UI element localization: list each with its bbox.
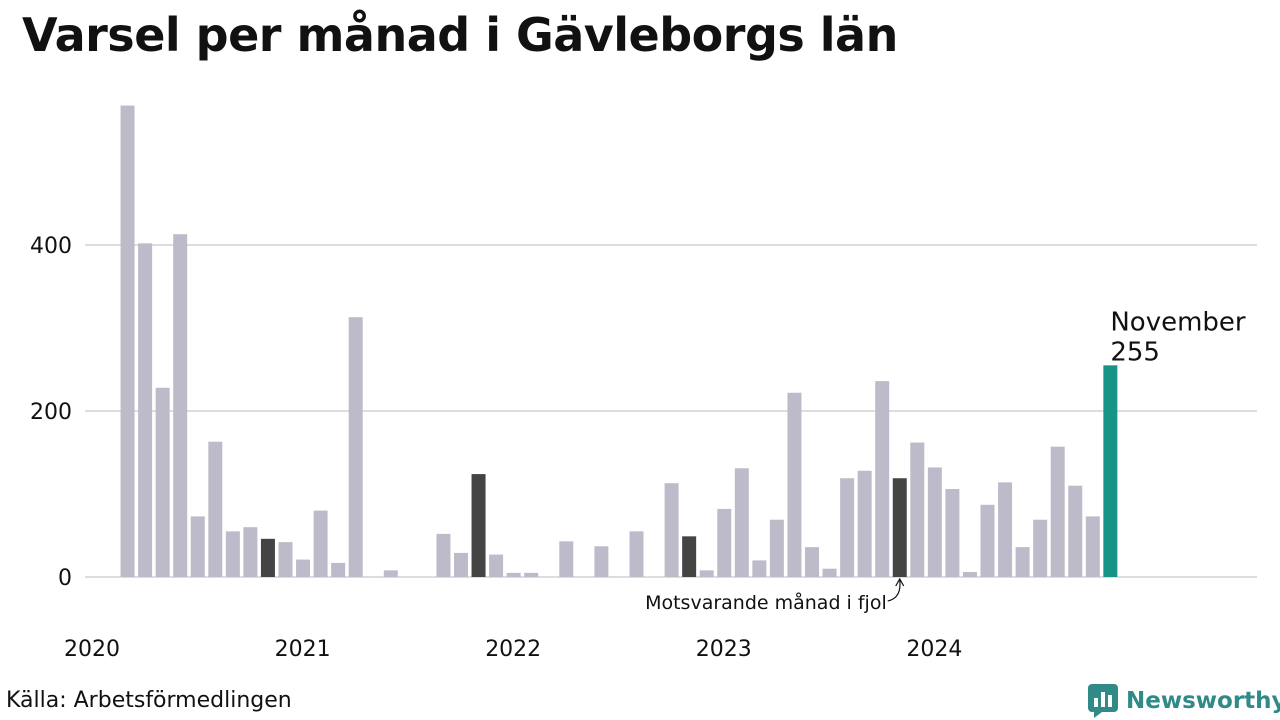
- x-axis-ticks: 2020 2021 2022 2023 2024: [64, 637, 962, 662]
- bar: [840, 478, 855, 577]
- bar: [1033, 519, 1048, 577]
- y-tick-label: 200: [30, 400, 72, 425]
- annotation-text: Motsvarande månad i fjol: [645, 591, 887, 614]
- bar: [138, 243, 153, 577]
- bar: [892, 478, 907, 577]
- bar: [225, 531, 240, 577]
- x-tick-label: 2020: [64, 637, 120, 662]
- bars: [120, 105, 1118, 577]
- bar: [682, 536, 697, 577]
- bar: [173, 234, 188, 577]
- bar: [331, 562, 346, 577]
- bar: [752, 560, 767, 577]
- bar-chart-logo-icon: [1088, 684, 1118, 718]
- bar: [436, 533, 451, 577]
- bar: [243, 527, 258, 577]
- x-tick-label: 2024: [906, 637, 962, 662]
- brand-logo: Newsworthy: [1088, 684, 1280, 718]
- bar: [769, 519, 784, 577]
- bar: [998, 482, 1013, 577]
- annotation-arrow: [887, 579, 901, 602]
- bar: [805, 547, 819, 577]
- bar: [787, 392, 802, 577]
- highlight-bar: [1103, 365, 1118, 577]
- bar: [594, 546, 609, 577]
- bar: [348, 317, 363, 577]
- highlight-value-label: 255: [1110, 337, 1160, 367]
- bar: [822, 568, 837, 577]
- page-title: Varsel per månad i Gävleborgs län: [22, 8, 898, 62]
- bar: [1068, 485, 1083, 577]
- bar: [910, 442, 925, 577]
- bar: [155, 387, 170, 577]
- brand-name: Newsworthy: [1126, 688, 1280, 714]
- bar: [664, 483, 679, 577]
- bar: [980, 504, 995, 577]
- bar: [506, 572, 521, 577]
- highlight-month-label: November: [1110, 307, 1246, 337]
- annotation-arrowhead: [895, 577, 905, 587]
- bar: [278, 542, 293, 577]
- bar: [629, 531, 644, 577]
- bar: [734, 468, 749, 577]
- x-tick-label: 2022: [485, 637, 541, 662]
- bar: [857, 470, 872, 577]
- bar: [1015, 547, 1030, 577]
- bar: [945, 489, 960, 577]
- bar: [120, 105, 135, 577]
- y-axis-ticks: 0 200 400: [30, 234, 72, 591]
- bar: [260, 538, 275, 577]
- bar: [717, 508, 732, 577]
- y-tick-label: 400: [30, 234, 72, 259]
- bar: [962, 572, 977, 577]
- bar: [313, 510, 328, 577]
- x-tick-label: 2023: [696, 637, 752, 662]
- bar: [559, 541, 574, 577]
- bar: [524, 572, 539, 577]
- bar: [875, 381, 890, 577]
- bar: [927, 467, 942, 577]
- bar: [1085, 516, 1100, 577]
- bar: [208, 441, 223, 577]
- bar: [489, 554, 504, 577]
- bar: [190, 516, 205, 577]
- bar: [454, 552, 468, 577]
- source-note: Källa: Arbetsförmedlingen: [6, 688, 292, 713]
- x-tick-label: 2021: [275, 637, 331, 662]
- bar: [471, 474, 486, 577]
- bar: [699, 570, 714, 577]
- bar: [383, 570, 398, 577]
- bar: [296, 559, 311, 577]
- y-tick-label: 0: [58, 566, 72, 591]
- bar: [1050, 446, 1065, 577]
